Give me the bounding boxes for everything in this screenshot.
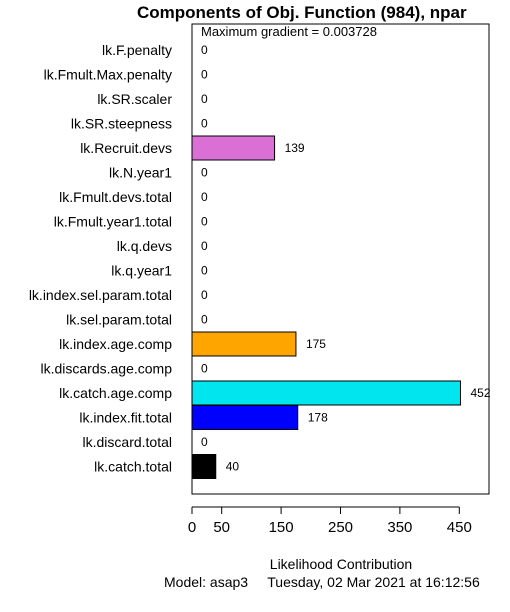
x-tick-label: 450	[447, 519, 472, 536]
value-label: 139	[285, 141, 305, 155]
value-label: 0	[201, 264, 208, 278]
category-label: lk.Fmult.Max.penalty	[44, 67, 172, 83]
category-label: lk.index.age.comp	[59, 336, 172, 352]
bars-group: lk.F.penalty 0 lk.Fmult.Max.penalty 0 lk.SR.…	[29, 42, 491, 479]
category-label: lk.index.fit.total	[79, 410, 172, 426]
category-label: lk.N.year1	[109, 165, 172, 181]
value-label: 452	[470, 386, 490, 400]
x-tick-label: 50	[213, 519, 230, 536]
value-label: 0	[201, 313, 208, 327]
category-label: lk.q.year1	[111, 263, 172, 279]
category-label: lk.SR.scaler	[97, 91, 172, 107]
category-label: lk.discard.total	[83, 434, 172, 450]
max-gradient-label: Maximum gradient = 0.003728	[201, 24, 377, 39]
category-label: lk.index.sel.param.total	[29, 287, 172, 303]
value-label: 0	[201, 288, 208, 302]
value-label: 0	[201, 117, 208, 131]
x-axis: 0 50 150 250 350 450	[188, 506, 472, 536]
category-label: lk.Recruit.devs	[80, 140, 172, 156]
value-label: 175	[306, 337, 326, 351]
category-label: lk.Fmult.year1.total	[54, 214, 172, 230]
chart-title: Components of Obj. Function (984), npar	[137, 3, 467, 22]
value-label: 0	[201, 239, 208, 253]
value-label: 178	[308, 411, 328, 425]
value-label: 0	[201, 43, 208, 57]
value-label: 0	[201, 190, 208, 204]
bar	[191, 380, 461, 406]
value-label: 0	[201, 435, 208, 449]
x-tick-label: 150	[269, 519, 294, 536]
value-label: 0	[201, 68, 208, 82]
category-label: lk.sel.param.total	[66, 312, 172, 328]
value-label: 40	[226, 460, 240, 474]
category-label: lk.discards.age.comp	[40, 361, 172, 377]
category-label: lk.F.penalty	[102, 42, 172, 58]
bar	[191, 135, 276, 161]
category-label: lk.catch.age.comp	[59, 385, 172, 401]
value-label: 0	[201, 92, 208, 106]
x-axis-title: Likelihood Contribution	[270, 556, 412, 572]
bar	[191, 331, 297, 357]
bar	[191, 454, 217, 479]
bar	[191, 405, 299, 430]
footer-model-date: Model: asap3 Tuesday, 02 Mar 2021 at 16:…	[164, 574, 480, 590]
value-label: 0	[201, 362, 208, 376]
x-tick-label: 0	[188, 519, 196, 536]
value-label: 0	[201, 215, 208, 229]
category-label: lk.q.devs	[117, 238, 172, 254]
category-label: lk.Fmult.devs.total	[59, 189, 172, 205]
value-label: 0	[201, 166, 208, 180]
x-tick-label: 250	[328, 519, 353, 536]
plot-area	[191, 23, 490, 495]
category-label: lk.catch.total	[94, 459, 172, 475]
x-tick-label: 350	[387, 519, 412, 536]
category-label: lk.SR.steepness	[71, 116, 172, 132]
